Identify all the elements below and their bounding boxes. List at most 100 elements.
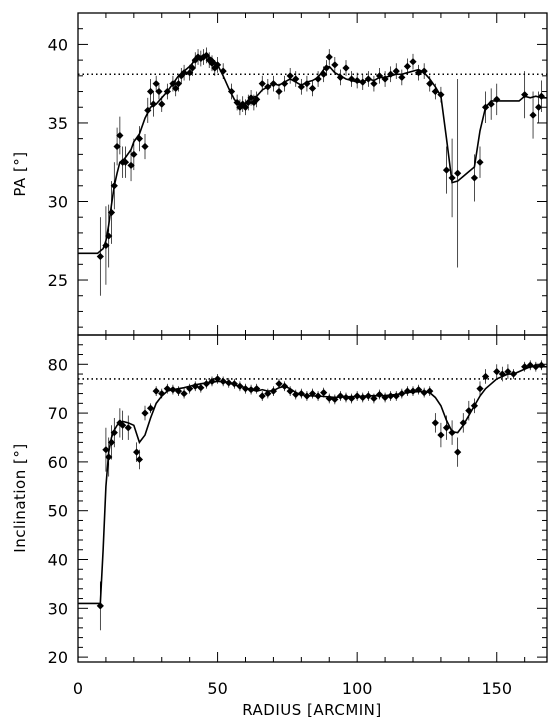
inclination-data-point [325, 393, 333, 404]
pa-marker [303, 80, 311, 88]
pa-data-point [448, 138, 456, 218]
inclination-data-point [116, 408, 124, 438]
pa-axis-label: PA [°] [11, 151, 29, 196]
pa-marker [163, 87, 171, 96]
inclination-marker [448, 429, 456, 437]
inclination-marker [342, 393, 350, 402]
pa-data-point [135, 126, 144, 152]
inclination-data-point [532, 361, 540, 372]
inclination-data-point [107, 425, 116, 460]
pa-data-point [213, 56, 222, 73]
inclination-marker [325, 394, 333, 403]
pa-marker [292, 75, 300, 83]
y-tick-label: 25 [48, 271, 68, 290]
inclination-data-point [331, 394, 339, 405]
pa-data-point [146, 78, 155, 105]
inclination-marker [314, 392, 322, 400]
pa-marker [481, 103, 490, 111]
inclination-data-point [102, 427, 110, 472]
inclination-marker [102, 446, 110, 454]
inclination-data-point [247, 384, 255, 395]
pa-ticks-layer: 25 30 35 40 [48, 12, 547, 335]
pa-marker [381, 75, 389, 83]
pa-data-point [398, 69, 406, 86]
y-tick-label: 80 [48, 355, 68, 374]
inclination-marker [521, 363, 529, 371]
inclination-marker [241, 385, 250, 393]
pa-marker [105, 232, 113, 240]
pa-marker [308, 84, 317, 92]
pa-marker [110, 182, 118, 190]
inclination-marker [269, 387, 278, 395]
inclination-data-point [186, 383, 194, 394]
inclination-data-point [110, 417, 118, 448]
inclination-data-point [258, 391, 266, 401]
pa-panel: 25 30 35 40 PA [°] [11, 12, 548, 336]
inclination-marker [437, 431, 445, 439]
inclination-marker [370, 394, 378, 403]
pa-marker [219, 67, 227, 75]
inclination-marker [135, 455, 144, 464]
pa-data-point [105, 204, 113, 268]
inclination-marker [509, 370, 518, 378]
inclination-marker [426, 387, 434, 395]
pa-data-point [219, 63, 227, 79]
inclination-data-point [398, 388, 406, 399]
pa-marker [493, 95, 501, 103]
inclination-data-point [465, 400, 473, 421]
pa-data-point [322, 60, 331, 76]
pa-data-point [197, 50, 205, 67]
pa-data-point [107, 181, 116, 244]
inclination-marker [375, 390, 384, 399]
inclination-data-point [253, 383, 261, 394]
inclination-data-point [504, 364, 512, 379]
inclination-data-point [481, 369, 490, 384]
inclination-data-point [119, 410, 127, 440]
pa-data-point [303, 75, 311, 92]
inclination-data-point [353, 391, 361, 401]
inclination-marker [359, 393, 367, 402]
pa-data-point [297, 78, 305, 95]
pa-marker [269, 80, 278, 88]
inclination-data-point [493, 364, 501, 379]
pa-data-point [253, 91, 261, 108]
pa-data-point [308, 80, 317, 97]
pa-data-point [286, 67, 294, 84]
pa-marker [353, 76, 361, 85]
inclination-marker [247, 386, 255, 394]
inclination-marker [493, 368, 501, 376]
pa-marker [188, 64, 197, 72]
pa-data-point [409, 53, 417, 70]
inclination-data-point [370, 393, 378, 404]
pa-marker [322, 64, 331, 72]
inclination-marker [105, 453, 113, 461]
y-tick-label: 50 [48, 502, 68, 521]
pa-marker [370, 80, 378, 88]
pa-marker [127, 161, 135, 169]
inclination-marker [180, 389, 188, 398]
pa-data-point [387, 66, 395, 83]
pa-marker [420, 67, 428, 75]
pa-marker [476, 158, 484, 166]
pa-marker [409, 58, 417, 66]
x-tick-label: 150 [481, 679, 512, 698]
inclination-panel: 0 50 100 150 20 30 40 50 60 70 80 Inclination [°] [11, 334, 548, 698]
inclination-marker [186, 385, 194, 393]
inclination-marker [124, 424, 132, 432]
y-tick-label: 60 [48, 453, 68, 472]
pa-data-point [188, 60, 197, 76]
pa-marker [537, 92, 546, 100]
inclination-data-point [459, 413, 467, 433]
y-tick-label: 30 [48, 599, 68, 618]
inclination-marker [498, 370, 506, 378]
pa-data-point [336, 69, 345, 86]
inclination-marker [191, 382, 199, 390]
inclination-marker [454, 448, 462, 456]
pa-data-point [149, 91, 157, 117]
pa-data-point [325, 49, 333, 65]
pa-marker [442, 166, 451, 174]
pa-marker [152, 80, 160, 88]
inclination-marker [476, 385, 484, 393]
pa-marker [535, 103, 543, 111]
pa-marker [107, 208, 116, 217]
